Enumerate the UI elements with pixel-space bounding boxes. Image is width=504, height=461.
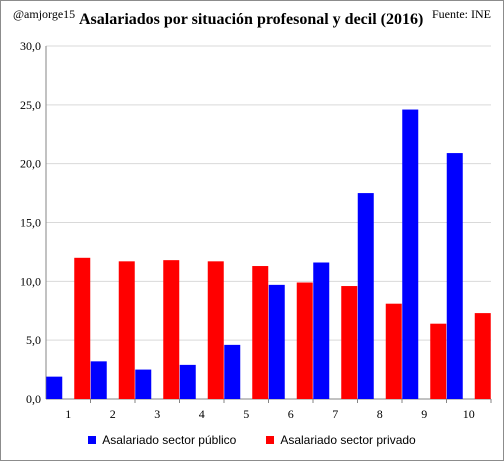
bar-private (252, 266, 269, 399)
x-tick-label: 9 (421, 407, 427, 421)
legend-item-private: Asalariado sector privado (266, 433, 416, 447)
y-tick-label: 30,0 (20, 39, 41, 53)
bar-public (402, 109, 419, 399)
y-tick-label: 20,0 (20, 157, 41, 171)
legend-label-public: Asalariado sector público (102, 433, 237, 447)
x-tick-label: 10 (463, 407, 475, 421)
bar-chart: 0,0 5,0 10,0 15,0 20,0 25,0 30,0 1 2 3 4 5 6 7 8 9 10 (20, 39, 492, 421)
bar-public (268, 284, 285, 399)
legend-swatch-private (266, 436, 275, 444)
bar-private (296, 282, 313, 399)
bar-public (46, 376, 63, 399)
bar-private (118, 261, 135, 399)
bar-private (207, 261, 224, 399)
y-tick-label: 10,0 (20, 274, 41, 288)
x-tick-label: 1 (65, 407, 71, 421)
source-label: Fuente: INE (432, 7, 491, 21)
bar-public (313, 262, 330, 399)
x-tick-label: 6 (288, 407, 294, 421)
author-handle: @amjorge15 (13, 7, 76, 21)
bar-public (90, 361, 107, 399)
bar-private (341, 286, 358, 399)
bar-private (430, 323, 447, 399)
bar-private (385, 303, 402, 399)
bar-private (74, 257, 91, 399)
y-tick-label: 25,0 (20, 98, 41, 112)
bar-public (357, 193, 374, 399)
x-tick-label: 5 (243, 407, 249, 421)
legend-item-public: Asalariado sector público (88, 433, 236, 447)
chart-legend: Asalariado sector público Asalariado sec… (1, 433, 503, 447)
y-tick-label: 5,0 (26, 333, 41, 347)
bar-public (135, 369, 152, 399)
chart-title: Asalariados por situación profesonal y d… (79, 11, 424, 28)
y-tick-label: 0,0 (26, 392, 41, 406)
legend-label-private: Asalariado sector privado (280, 433, 416, 447)
bar-public (224, 344, 241, 399)
y-tick-label: 15,0 (20, 216, 41, 230)
x-tick-label: 4 (199, 407, 205, 421)
bar-private (163, 260, 180, 399)
x-tick-label: 8 (377, 407, 383, 421)
legend-swatch-public (88, 436, 97, 444)
bar-public (179, 364, 196, 399)
bar-public (446, 153, 463, 399)
x-tick-label: 7 (332, 407, 338, 421)
bar-private (474, 313, 491, 399)
x-tick-label: 2 (110, 407, 116, 421)
x-tick-label: 3 (154, 407, 160, 421)
